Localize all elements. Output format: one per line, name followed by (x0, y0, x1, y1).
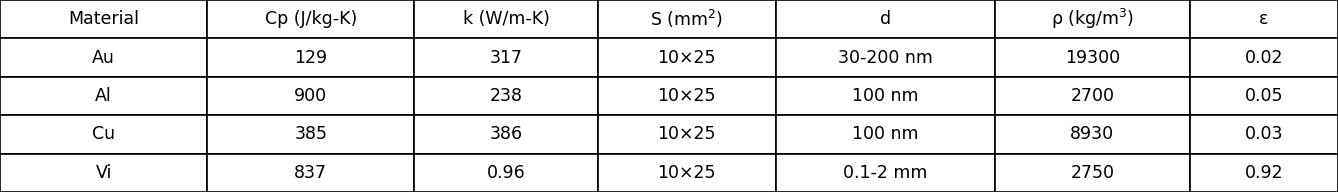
Text: 0.96: 0.96 (487, 164, 526, 182)
Text: Cp (J/kg-K): Cp (J/kg-K) (265, 10, 357, 28)
Text: 100 nm: 100 nm (852, 125, 918, 143)
Text: 0.92: 0.92 (1244, 164, 1283, 182)
Text: 19300: 19300 (1065, 49, 1120, 67)
Bar (994, 77, 1189, 115)
Text: ε: ε (1259, 10, 1268, 28)
Bar (0, 77, 207, 115)
Bar (207, 0, 415, 38)
Bar (994, 115, 1189, 154)
Text: k (W/m-K): k (W/m-K) (463, 10, 550, 28)
Bar (994, 154, 1189, 192)
Text: 837: 837 (294, 164, 328, 182)
Bar (994, 0, 1189, 38)
Text: d: d (879, 10, 891, 28)
Bar (598, 0, 776, 38)
Text: Vi: Vi (95, 164, 112, 182)
Text: 10×25: 10×25 (657, 49, 716, 67)
Bar (598, 77, 776, 115)
Text: 2750: 2750 (1070, 164, 1115, 182)
Text: Material: Material (68, 10, 139, 28)
Bar (415, 154, 598, 192)
Bar (415, 38, 598, 77)
Text: 0.02: 0.02 (1244, 49, 1283, 67)
Text: 900: 900 (294, 87, 328, 105)
Text: 8930: 8930 (1070, 125, 1115, 143)
Text: 0.03: 0.03 (1244, 125, 1283, 143)
Bar (776, 115, 994, 154)
Text: 10×25: 10×25 (657, 125, 716, 143)
Text: 386: 386 (490, 125, 523, 143)
Text: 30-200 nm: 30-200 nm (838, 49, 933, 67)
Bar (0, 154, 207, 192)
Bar (415, 77, 598, 115)
Text: S (mm$^2$): S (mm$^2$) (650, 8, 724, 30)
Bar (207, 77, 415, 115)
Text: 0.05: 0.05 (1244, 87, 1283, 105)
Bar (776, 0, 994, 38)
Bar (994, 38, 1189, 77)
Bar (1189, 115, 1338, 154)
Text: 129: 129 (294, 49, 328, 67)
Text: Al: Al (95, 87, 112, 105)
Bar (1189, 77, 1338, 115)
Text: 385: 385 (294, 125, 328, 143)
Text: 317: 317 (490, 49, 523, 67)
Bar (207, 115, 415, 154)
Bar (207, 38, 415, 77)
Bar (0, 38, 207, 77)
Text: 100 nm: 100 nm (852, 87, 918, 105)
Bar (207, 154, 415, 192)
Bar (598, 38, 776, 77)
Text: 0.1-2 mm: 0.1-2 mm (843, 164, 927, 182)
Bar (1189, 154, 1338, 192)
Bar (415, 115, 598, 154)
Text: ρ (kg/m$^3$): ρ (kg/m$^3$) (1050, 7, 1133, 31)
Text: 10×25: 10×25 (657, 164, 716, 182)
Bar (0, 0, 207, 38)
Bar (598, 154, 776, 192)
Bar (776, 77, 994, 115)
Text: 10×25: 10×25 (657, 87, 716, 105)
Text: 238: 238 (490, 87, 523, 105)
Text: 2700: 2700 (1070, 87, 1115, 105)
Text: Cu: Cu (92, 125, 115, 143)
Bar (1189, 0, 1338, 38)
Bar (0, 115, 207, 154)
Text: Au: Au (92, 49, 115, 67)
Bar (1189, 38, 1338, 77)
Bar (776, 154, 994, 192)
Bar (415, 0, 598, 38)
Bar (776, 38, 994, 77)
Bar (598, 115, 776, 154)
